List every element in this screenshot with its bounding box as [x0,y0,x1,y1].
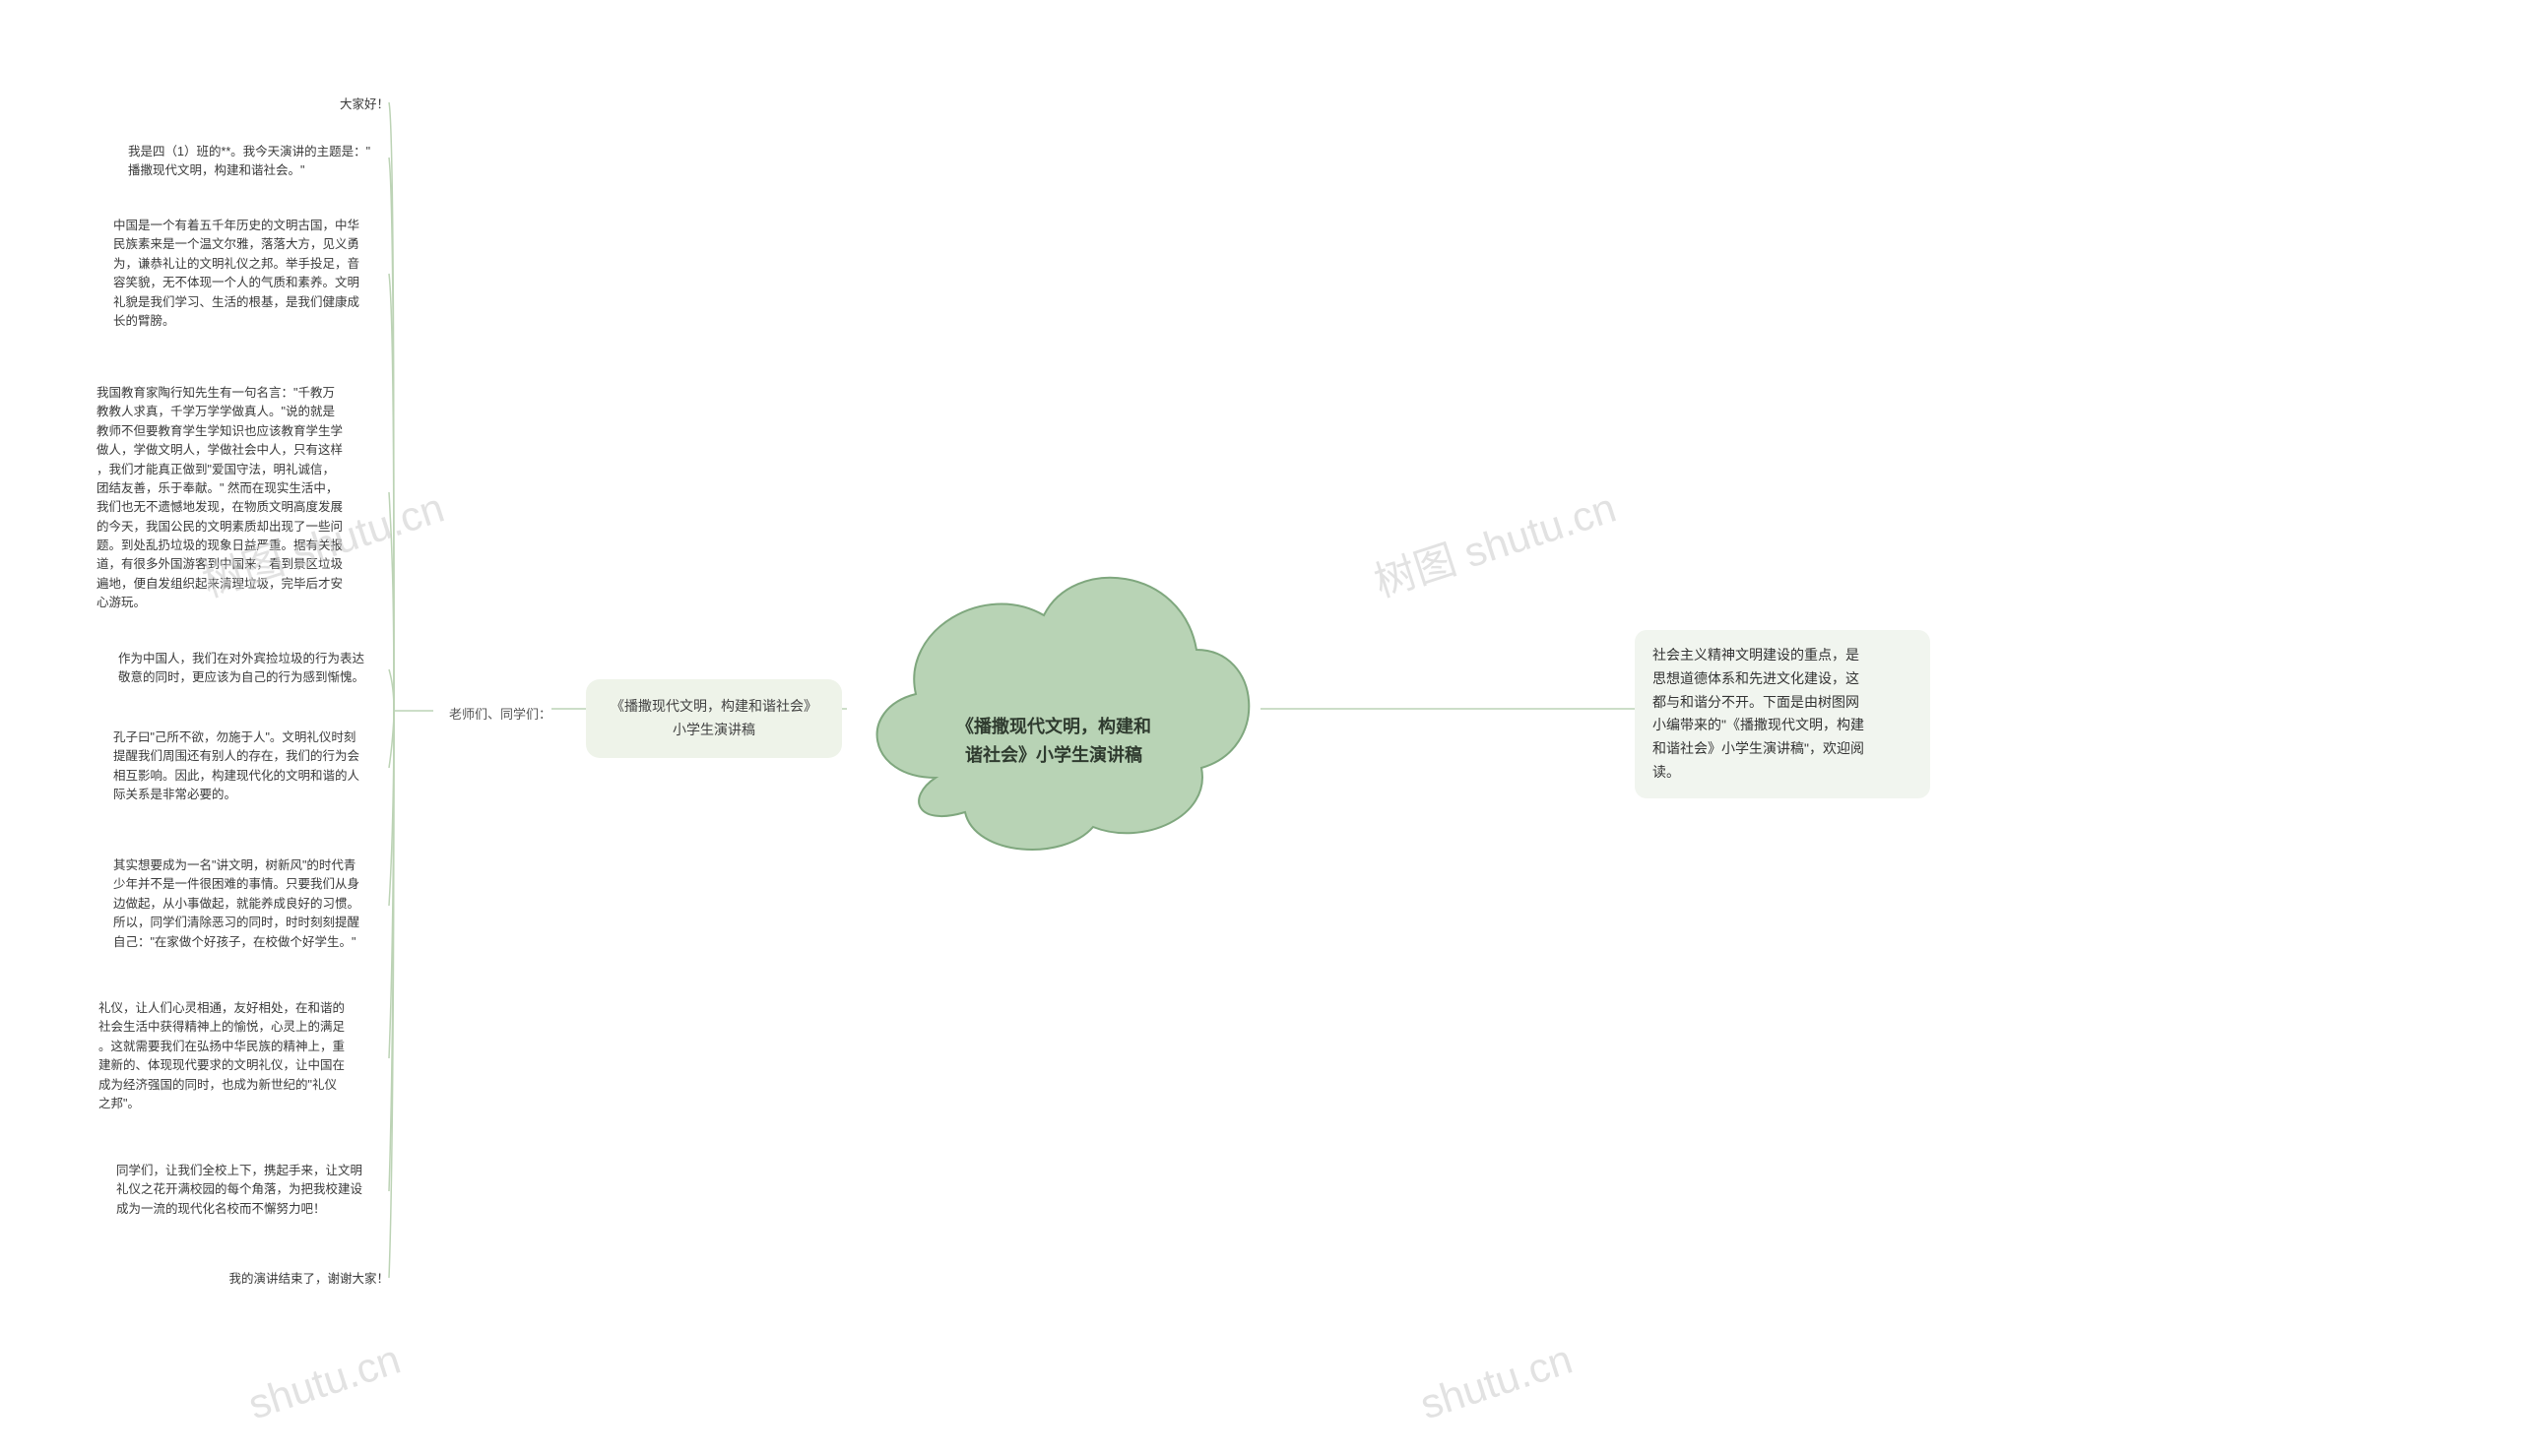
leaf-node-5[interactable]: 孔子曰"己所不欲，勿施于人"。文明礼仪时刻 提醒我们周围还有别人的存在，我们的行… [113,728,384,805]
leaf-node-3[interactable]: 我国教育家陶行知先生有一句名言："千教万 教教人求真，千学万学学做真人。"说的就… [97,384,382,613]
center-cloud-node[interactable]: 《播撒现代文明，构建和 谐社会》小学生演讲稿 [847,522,1260,876]
leaf-node-0[interactable]: 大家好！ [310,95,389,114]
leaf-node-9[interactable]: 我的演讲结束了，谢谢大家！ [217,1270,389,1289]
right-summary-node[interactable]: 社会主义精神文明建设的重点，是 思想道德体系和先进文化建设，这 都与和谐分不开。… [1635,630,1930,798]
mindmap-canvas: 《播撒现代文明，构建和 谐社会》小学生演讲稿 社会主义精神文明建设的重点，是 思… [0,0,2521,1456]
leaf-node-2[interactable]: 中国是一个有着五千年历史的文明古国，中华 民族素来是一个温文尔雅，落落大方，见义… [113,217,384,331]
leaf-node-4[interactable]: 作为中国人，我们在对外宾捡垃圾的行为表达 敬意的同时，更应该为自己的行为感到惭愧… [118,650,389,688]
leaf-node-8[interactable]: 同学们，让我们全校上下，携起手来，让文明 礼仪之花开满校园的每个角落，为把我校建… [116,1162,387,1219]
leaf-node-6[interactable]: 其实想要成为一名"讲文明，树新风"的时代青 少年并不是一件很困难的事情。只要我们… [113,856,384,952]
left-level2-label[interactable]: 老师们、同学们： [433,704,551,723]
cloud-shape-svg [847,522,1260,876]
center-cloud-label: 《播撒现代文明，构建和 谐社会》小学生演讲稿 [899,713,1209,770]
leaf-node-1[interactable]: 我是四（1）班的**。我今天演讲的主题是：" 播撒现代文明，构建和谐社会。" [128,143,384,181]
left-level1-node[interactable]: 《播撒现代文明，构建和谐社会》 小学生演讲稿 [586,679,842,758]
leaf-node-7[interactable]: 礼仪，让人们心灵相通，友好相处，在和谐的 社会生活中获得精神上的愉悦，心灵上的满… [98,999,379,1113]
